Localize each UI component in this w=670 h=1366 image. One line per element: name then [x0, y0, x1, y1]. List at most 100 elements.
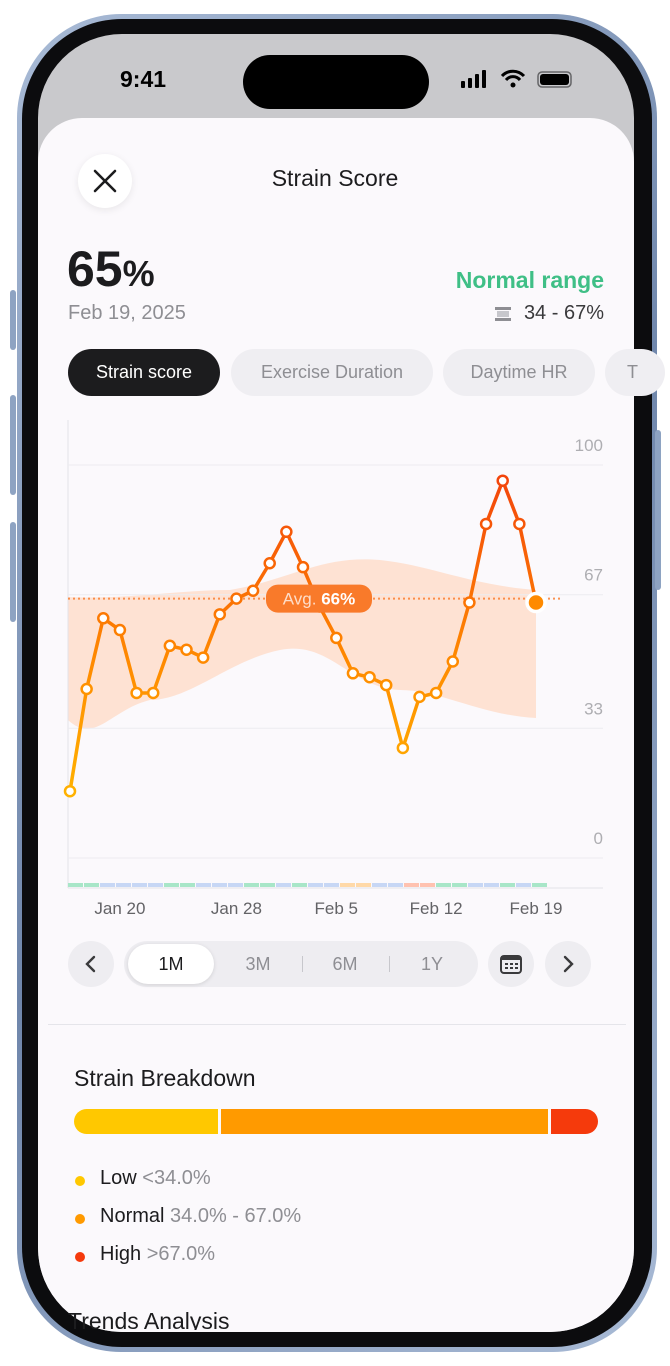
point: [479, 517, 493, 531]
legend-dot: [75, 1252, 85, 1262]
bar-high: [550, 1109, 598, 1134]
strip-cell: [388, 883, 403, 887]
strip-cell: [228, 883, 243, 887]
y-tick-label: 33: [584, 699, 603, 718]
legend-name: High: [100, 1243, 142, 1265]
bottom-strip: [68, 883, 547, 887]
point: [346, 667, 360, 680]
strip-cell: [68, 883, 83, 887]
next-section-title: Trends Analysis: [68, 1308, 230, 1330]
strip-cell: [132, 883, 147, 887]
strip-cell: [100, 883, 115, 887]
x-tick-label: Jan 20: [94, 899, 145, 918]
status-time: 9:41: [120, 66, 167, 92]
strip-cell: [260, 883, 275, 887]
close-icon: [93, 169, 117, 193]
strip-cell: [340, 883, 355, 887]
point: [246, 584, 260, 598]
point: [429, 686, 443, 700]
strip-cell: [180, 883, 195, 887]
point: [97, 612, 110, 625]
next-button[interactable]: [545, 941, 591, 987]
point: [396, 741, 410, 755]
point: [513, 517, 526, 531]
point: [163, 639, 177, 653]
calendar-icon: [500, 955, 522, 974]
prev-button[interactable]: [68, 941, 114, 987]
x-tick-label: Feb 19: [510, 899, 563, 918]
point: [330, 631, 343, 645]
point: [263, 557, 276, 570]
legend-item: Low <34.0%: [100, 1167, 211, 1190]
tab[interactable]: Exercise Duration: [231, 349, 433, 396]
strip-cell: [372, 883, 387, 887]
strip-cell: [196, 883, 211, 887]
breakdown-title: Strain Breakdown: [74, 1065, 256, 1091]
range-text: 34 - 67%: [523, 302, 604, 324]
point: [180, 643, 193, 656]
breakdown-bar: [74, 1109, 598, 1134]
point: [413, 690, 426, 704]
strip-cell: [436, 883, 451, 887]
tab[interactable]: Strain score: [68, 349, 220, 396]
period-option[interactable]: 6M: [332, 954, 358, 974]
status-icons: [461, 69, 572, 88]
period-separator: [389, 956, 390, 972]
side-button: [10, 522, 16, 622]
legend-name: Low: [100, 1167, 137, 1189]
point: [113, 623, 127, 637]
point: [363, 670, 376, 684]
strip-cell: [468, 883, 483, 887]
bar-low: [74, 1109, 219, 1134]
average-text: Avg. 66%: [283, 590, 355, 609]
side-button: [10, 395, 16, 495]
score-date: Feb 19, 2025: [68, 302, 186, 324]
range: 34 - 67%: [494, 302, 604, 325]
period-option[interactable]: 3M: [245, 954, 271, 974]
strip-cell: [500, 883, 515, 887]
header-title: Strain Score: [271, 165, 399, 191]
divider: [48, 1024, 626, 1025]
side-button: [655, 430, 661, 590]
close-button[interactable]: [78, 154, 132, 208]
strip-cell: [148, 883, 163, 887]
next-icon: [563, 955, 574, 973]
calendar-button[interactable]: [488, 941, 534, 987]
bar-normal: [221, 1109, 548, 1134]
strip-cell: [324, 883, 339, 887]
score-value: 65: [67, 241, 123, 297]
dynamic-island: [243, 55, 429, 109]
strip-cell: [276, 883, 291, 887]
legend-item: Normal 34.0% - 67.0%: [100, 1205, 301, 1228]
average-label: Avg.: [283, 590, 317, 609]
x-tick-label: Feb 5: [315, 899, 358, 918]
score: 65%: [67, 240, 155, 298]
point: [280, 525, 293, 539]
period-separator: [302, 956, 303, 972]
score-unit: %: [122, 253, 155, 294]
legend-range: >67.0%: [146, 1243, 216, 1265]
period-option[interactable]: 1M: [128, 944, 214, 984]
point: [496, 474, 509, 487]
range-label: Normal range: [455, 267, 604, 293]
tab[interactable]: Daytime HR: [443, 349, 595, 396]
point: [196, 651, 210, 664]
point: [80, 682, 93, 696]
y-tick-label: 67: [584, 566, 603, 585]
x-tick-label: Jan 28: [211, 899, 262, 918]
legend-item: High >67.0%: [100, 1243, 215, 1266]
strip-cell: [532, 883, 547, 887]
point-highlight: [525, 591, 547, 614]
period-option[interactable]: 1Y: [420, 954, 444, 974]
legend-dot: [75, 1176, 85, 1186]
strip-cell: [244, 883, 259, 887]
point: [230, 592, 243, 605]
normal-band: [68, 559, 536, 729]
tab[interactable]: T: [605, 349, 665, 396]
strip-cell: [164, 883, 179, 887]
y-tick-label: 0: [594, 829, 603, 848]
strip-cell: [308, 883, 323, 887]
strip-cell: [452, 883, 467, 887]
strip-cell: [116, 883, 131, 887]
